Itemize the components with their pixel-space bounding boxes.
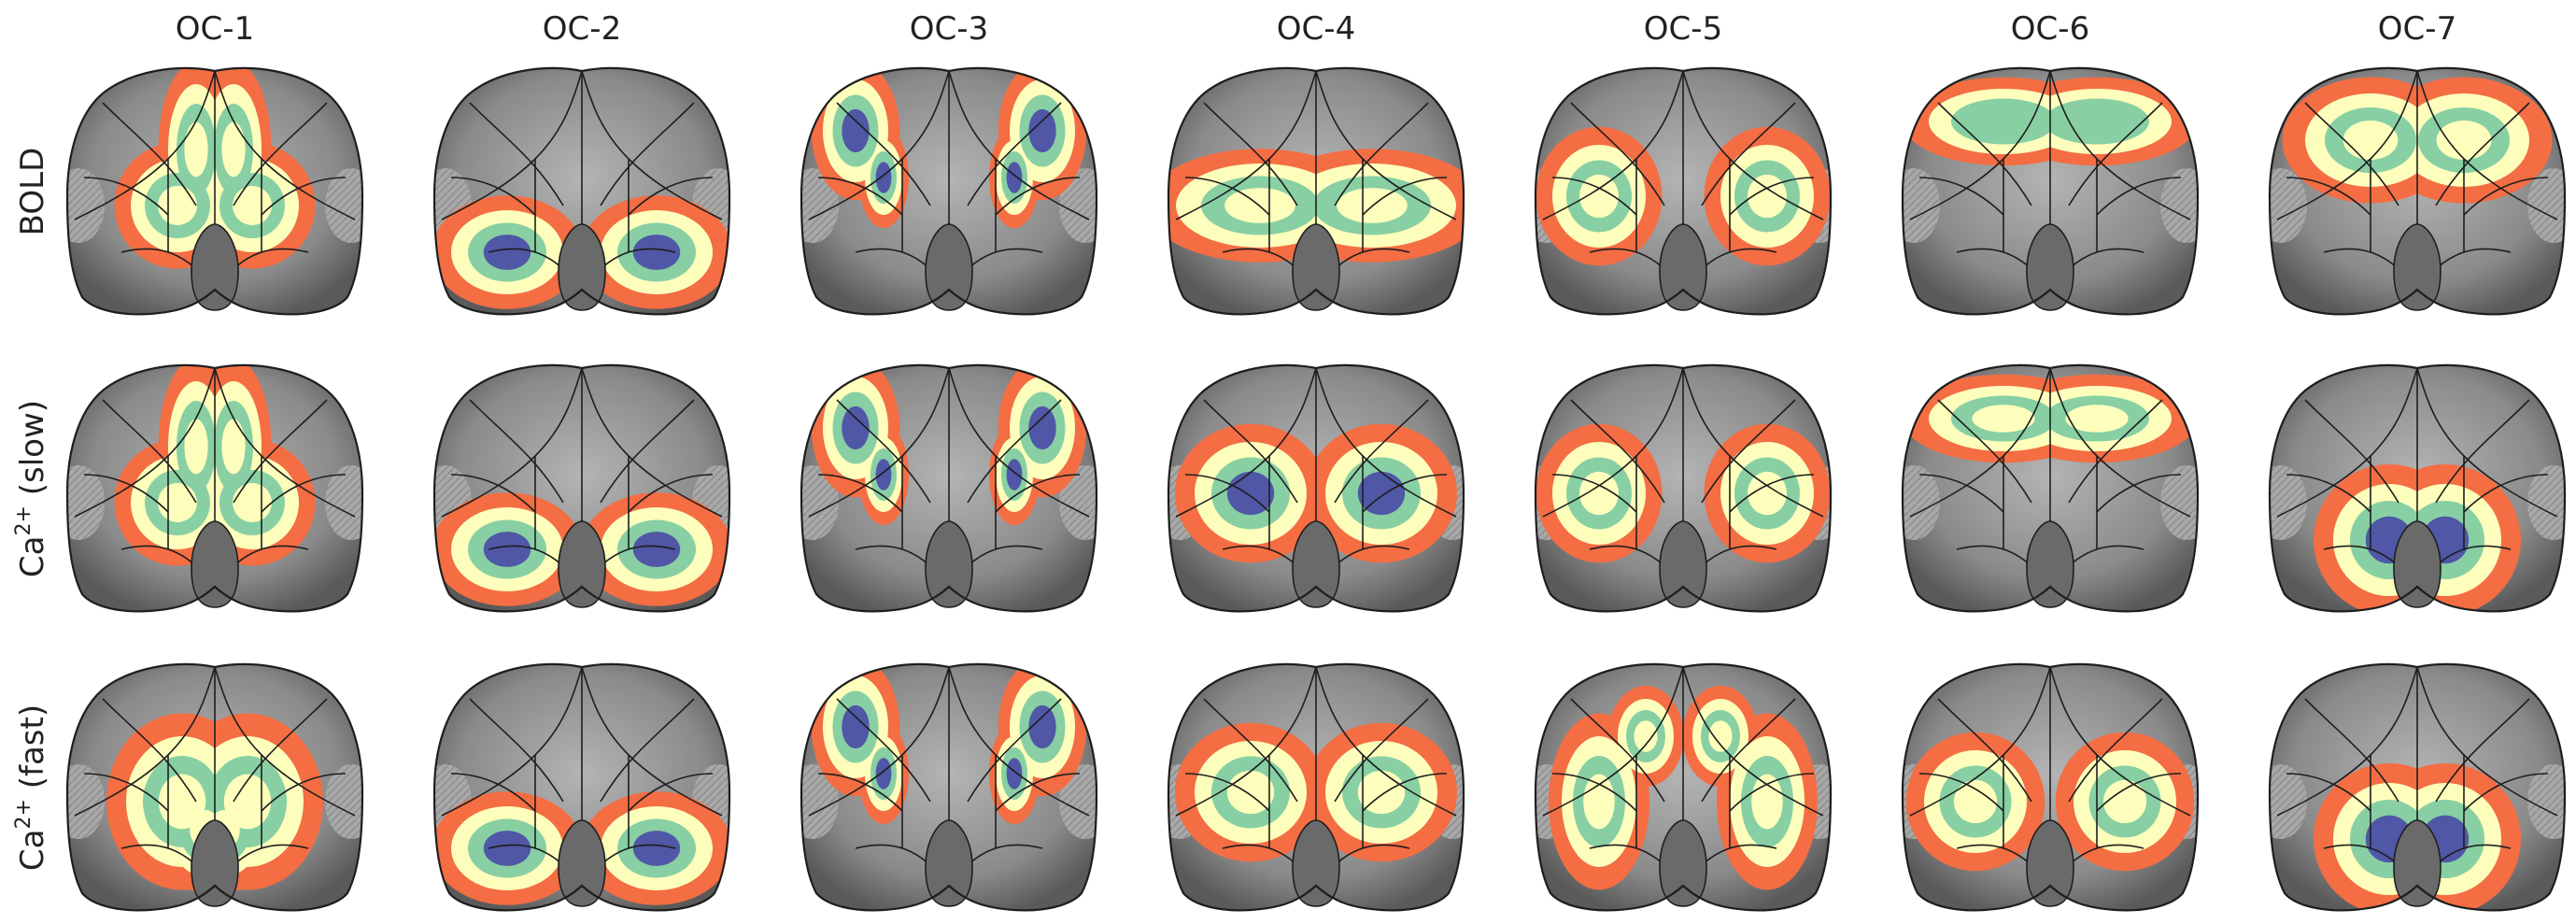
brain-panel xyxy=(419,664,744,910)
activation-region xyxy=(1583,775,1615,830)
brain-panel xyxy=(52,664,377,910)
hatched-region xyxy=(2255,168,2307,243)
hatched-region xyxy=(325,168,377,243)
hatched-region xyxy=(2160,168,2213,243)
activation-region xyxy=(1028,705,1055,748)
activation-region xyxy=(876,162,892,193)
row-labels: BOLD Ca2+ (slow) Ca2+ (fast) xyxy=(12,148,51,871)
activation-region xyxy=(158,483,197,522)
brain-panel xyxy=(1147,68,1486,314)
activation-region xyxy=(1227,472,1274,515)
column-title: OC-6 xyxy=(2011,10,2089,48)
activation-region xyxy=(233,483,272,522)
column-title: OC-7 xyxy=(2378,10,2456,48)
activation-region xyxy=(158,186,197,225)
hatched-region xyxy=(1888,168,1940,243)
activation-region xyxy=(221,122,245,178)
activation-region xyxy=(1751,775,1783,830)
column-title: OC-1 xyxy=(176,10,254,48)
hatched-region xyxy=(52,465,105,540)
activation-region xyxy=(184,122,207,178)
hatched-region xyxy=(52,168,105,243)
activation-region xyxy=(876,758,892,789)
brain-panel xyxy=(1154,365,1479,611)
hatched-region xyxy=(1888,465,1940,540)
activation-region xyxy=(842,705,869,748)
activation-region xyxy=(1227,771,1274,814)
activation-region xyxy=(2103,780,2146,823)
brain-panel xyxy=(1521,365,1846,611)
brain-panel-grid xyxy=(52,62,2576,916)
brain-panel xyxy=(2255,664,2576,915)
hatched-region xyxy=(325,764,377,839)
activation-region xyxy=(1028,109,1055,152)
column-title: OC-4 xyxy=(1277,10,1355,48)
brain-panel xyxy=(1154,664,1479,910)
activation-region xyxy=(233,186,272,225)
row-label: Ca2+ (slow) xyxy=(12,400,51,577)
brain-panel xyxy=(2255,68,2576,314)
activation-region xyxy=(842,406,869,449)
column-title: OC-3 xyxy=(910,10,988,48)
brain-panel xyxy=(52,62,377,315)
row-label: BOLD xyxy=(14,148,51,236)
brain-panel xyxy=(1888,68,2213,314)
hatched-region xyxy=(325,465,377,540)
column-title: OC-2 xyxy=(543,10,621,48)
brain-panel xyxy=(1888,664,2213,910)
activation-region xyxy=(221,419,245,475)
hatched-region xyxy=(2160,465,2213,540)
activation-region xyxy=(1007,758,1023,789)
activation-region xyxy=(1007,162,1023,193)
brain-panel xyxy=(1521,68,1846,314)
hatched-region xyxy=(2255,465,2307,540)
column-titles: OC-1 OC-2 OC-3 OC-4 OC-5 OC-6 OC-7 xyxy=(176,10,2456,48)
activation-region xyxy=(842,109,869,152)
brain-panel xyxy=(786,658,1111,911)
row-label: Ca2+ (fast) xyxy=(12,704,51,871)
activation-region xyxy=(1634,720,1657,752)
activation-region xyxy=(1028,406,1055,449)
brain-panel xyxy=(419,68,744,314)
activation-region xyxy=(1708,720,1732,752)
activation-region xyxy=(2437,121,2492,160)
brain-panel xyxy=(419,365,744,611)
activation-region xyxy=(2343,121,2399,160)
activation-region xyxy=(1007,459,1023,490)
brain-panel xyxy=(1521,664,1846,910)
activation-region xyxy=(1358,771,1405,814)
brain-panel xyxy=(52,359,377,612)
activation-region xyxy=(1358,472,1405,515)
brain-panel xyxy=(786,359,1111,612)
hatched-region xyxy=(52,764,105,839)
column-title: OC-5 xyxy=(1644,10,1722,48)
activation-region xyxy=(1954,780,1997,823)
brain-panel xyxy=(1888,365,2213,611)
hatched-region xyxy=(2255,764,2307,839)
brain-panel xyxy=(2255,365,2576,616)
brain-panel xyxy=(786,62,1111,315)
activation-region xyxy=(876,459,892,490)
activation-region xyxy=(184,419,207,475)
